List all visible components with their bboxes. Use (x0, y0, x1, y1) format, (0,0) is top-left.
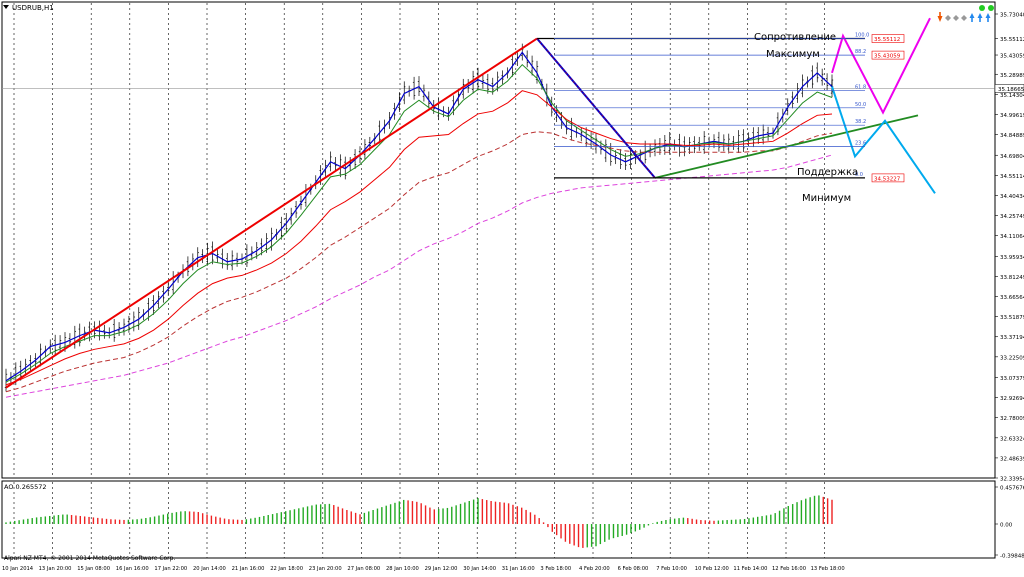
y-tick-label: 35.28989 (1000, 73, 1024, 79)
orange-down-arrow-icon[interactable] (937, 12, 943, 22)
y-tick-label: 34.55114 (1000, 174, 1024, 180)
ao-y-tick-label: -0.398484 (1000, 554, 1024, 560)
y-tick-label: 35.73040 (1000, 13, 1024, 19)
x-tick-label: 23 Jan 20:00 (309, 566, 342, 572)
fib-level-label: 0.0 (855, 172, 863, 178)
y-tick-label: 32.92694 (1000, 396, 1024, 402)
green-dot-icon (988, 5, 994, 11)
bullish-projection (831, 17, 931, 115)
maximum-label: Максимум (766, 49, 820, 60)
fib-price-tag (871, 50, 905, 60)
x-tick-label: 17 Jan 22:00 (154, 566, 187, 572)
y-tick-label: 32.48639 (1000, 456, 1024, 462)
blue-up-arrow-icon[interactable] (969, 13, 975, 22)
y-tick-label: 34.69804 (1000, 154, 1024, 160)
fib-level-label: 88.2 (855, 49, 866, 55)
x-tick-label: 31 Jan 16:00 (502, 566, 535, 572)
green-dot-icon (979, 5, 985, 11)
x-tick-label: 4 Feb 20:00 (579, 566, 610, 572)
gray-diamond-icon[interactable] (945, 15, 951, 21)
x-tick-label: 15 Jan 08:00 (77, 566, 110, 572)
fib-price-tag-label: 34.53227 (874, 176, 901, 182)
fib-price-tag (871, 34, 905, 43)
y-tick-label: 33.95934 (1000, 255, 1024, 261)
minimum-label: Минимум (802, 193, 851, 204)
x-tick-label: 16 Jan 16:00 (116, 566, 149, 572)
y-tick-label: 34.99619 (1000, 113, 1024, 119)
y-tick-label: 33.51879 (1000, 315, 1024, 321)
y-tick-label: 32.33954 (1000, 476, 1024, 482)
y-tick-label: 33.81249 (1000, 275, 1024, 281)
gray-diamond-icon[interactable] (961, 15, 967, 21)
x-tick-label: 21 Jan 16:00 (232, 566, 265, 572)
fib-diagonal (536, 38, 656, 179)
osc-label: AO 0.265572 (4, 483, 47, 491)
y-tick-label: 33.37194 (1000, 335, 1024, 341)
x-tick-label: 3 Feb 18:00 (540, 566, 571, 572)
symbol-label: USDRUB,H1 (12, 4, 54, 12)
x-tick-label: 22 Jan 18:00 (270, 566, 303, 572)
bearish-projection (831, 86, 936, 194)
y-tick-label: 35.14304 (1000, 93, 1024, 99)
y-tick-label: 35.55112 (1000, 37, 1024, 43)
ao-pane-frame (1, 480, 996, 559)
y-tick-label: 32.63324 (1000, 436, 1024, 442)
x-tick-label: 12 Feb 16:00 (772, 566, 806, 572)
x-tick-label: 10 Jan 2014 (2, 566, 34, 572)
y-tick-label: 34.40434 (1000, 194, 1024, 200)
x-tick-label: 30 Jan 14:00 (463, 566, 496, 572)
y-tick-label: 34.11064 (1000, 234, 1024, 240)
ma-line (5, 131, 833, 393)
y-tick-label: 34.84889 (1000, 133, 1024, 139)
y-tick-label: 33.22509 (1000, 355, 1024, 361)
fib-price-tag (871, 173, 905, 183)
x-tick-label: 27 Jan 08:00 (347, 566, 380, 572)
x-tick-label: 29 Jan 12:00 (425, 566, 458, 572)
uptrend-line (5, 37, 538, 389)
current-price-label: 35.18665 (998, 87, 1024, 93)
resistance-label: Сопротивление (754, 32, 836, 43)
blue-up-arrow-icon[interactable] (985, 13, 991, 22)
fib-price-tag-label: 35.55112 (874, 37, 900, 43)
fib-level-label: 38.2 (855, 119, 866, 125)
symbol-dropdown-icon[interactable] (3, 5, 9, 9)
current-price-box (994, 84, 1024, 93)
y-tick-label: 33.07379 (1000, 376, 1024, 382)
ao-y-tick-label: 0.457676 (1000, 486, 1024, 492)
fib-level-label: 100.0 (855, 33, 869, 39)
ma-line (5, 90, 833, 386)
blue-up-arrow-icon[interactable] (977, 13, 983, 22)
ao-y-tick-label: 0.00 (1000, 523, 1013, 529)
y-tick-label: 32.78009 (1000, 416, 1024, 422)
x-tick-label: 20 Jan 14:00 (193, 566, 226, 572)
y-tick-label: 35.43059 (1000, 54, 1024, 60)
x-tick-label: 11 Feb 14:00 (733, 566, 767, 572)
x-tick-label: 10 Feb 12:00 (695, 566, 729, 572)
fib-price-tag-label: 35.43059 (874, 54, 901, 60)
x-tick-label: 6 Feb 08:00 (618, 566, 649, 572)
fib-level-label: 23.6 (855, 140, 866, 146)
copyright-label: Alpari NZ MT4, © 2001-2014 MetaQuotes So… (4, 555, 175, 562)
gray-diamond-icon[interactable] (953, 15, 959, 21)
y-tick-label: 34.25749 (1000, 214, 1024, 220)
price-pane-frame (1, 1, 996, 479)
x-tick-label: 13 Feb 18:00 (811, 566, 845, 572)
fib-level-label: 50.0 (855, 102, 866, 108)
y-tick-label: 33.66564 (1000, 295, 1024, 301)
x-tick-label: 28 Jan 10:00 (386, 566, 419, 572)
fib-level-label: 61.8 (855, 85, 866, 91)
x-tick-label: 7 Feb 10:00 (656, 566, 687, 572)
support-label: Поддержка (797, 167, 858, 178)
x-tick-label: 13 Jan 20:00 (39, 566, 72, 572)
